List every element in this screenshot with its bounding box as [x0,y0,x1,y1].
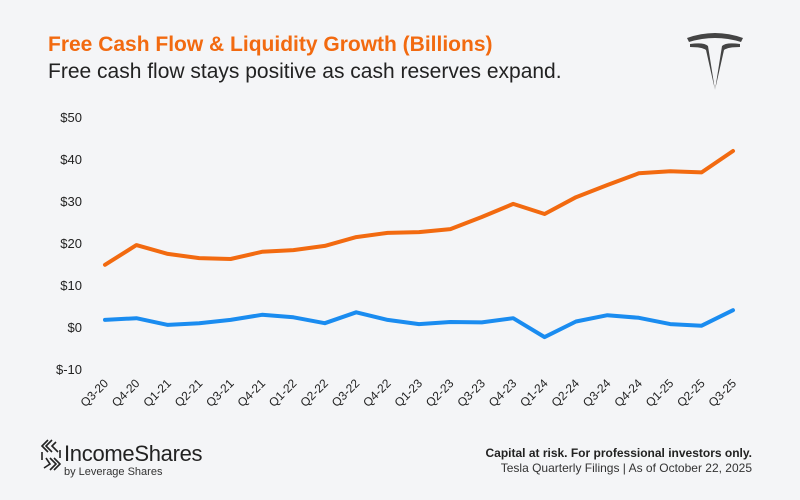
brand-name: IncomeShares [64,441,203,466]
y-tick-label: $10 [60,278,82,293]
x-tick-label: Q2-25 [674,376,708,410]
y-tick-label: $-10 [56,362,82,377]
source-note: Tesla Quarterly Filings | As of October … [500,461,752,475]
x-tick-label: Q4-20 [109,376,143,410]
y-tick-label: $50 [60,110,82,125]
x-tick-label: Q2-23 [423,376,457,410]
x-tick-label: Q3-23 [454,376,488,410]
x-tick-label: Q3-24 [580,376,614,410]
series-line-0 [103,149,735,267]
brand-subtitle: by Leverage Shares [64,466,163,478]
series-line-1 [103,308,735,340]
y-tick-label: $40 [60,152,82,167]
x-tick-label: Q3-20 [78,376,112,410]
x-tick-label: Q1-21 [140,376,174,410]
x-tick-label: Q3-22 [329,376,363,410]
x-tick-label: Q2-21 [172,376,206,410]
chart-subtitle: Free cash flow stays positive as cash re… [48,60,562,83]
y-tick-label: $30 [60,194,82,209]
incomeshares-logo [40,439,62,471]
x-tick-label: Q1-23 [392,376,426,410]
tesla-logo [687,33,743,90]
x-tick-label: Q4-23 [486,376,520,410]
x-tick-label: Q2-24 [549,376,583,410]
x-tick-label: Q1-25 [643,376,677,410]
x-tick-label: Q1-24 [517,376,551,410]
x-tick-label: Q4-22 [360,376,394,410]
x-tick-label: Q2-22 [297,376,331,410]
x-tick-label: Q4-21 [235,376,269,410]
x-tick-label: Q3-25 [706,376,740,410]
y-tick-label: $0 [68,320,82,335]
x-tick-label: Q1-22 [266,376,300,410]
line-chart: $-10$0$10$20$30$40$50Q3-20Q4-20Q1-21Q2-2… [56,110,740,410]
chart-title: Free Cash Flow & Liquidity Growth (Billi… [48,33,493,56]
disclaimer: Capital at risk. For professional invest… [485,446,752,460]
x-tick-label: Q3-21 [203,376,237,410]
x-tick-label: Q4-24 [611,376,645,410]
y-tick-label: $20 [60,236,82,251]
